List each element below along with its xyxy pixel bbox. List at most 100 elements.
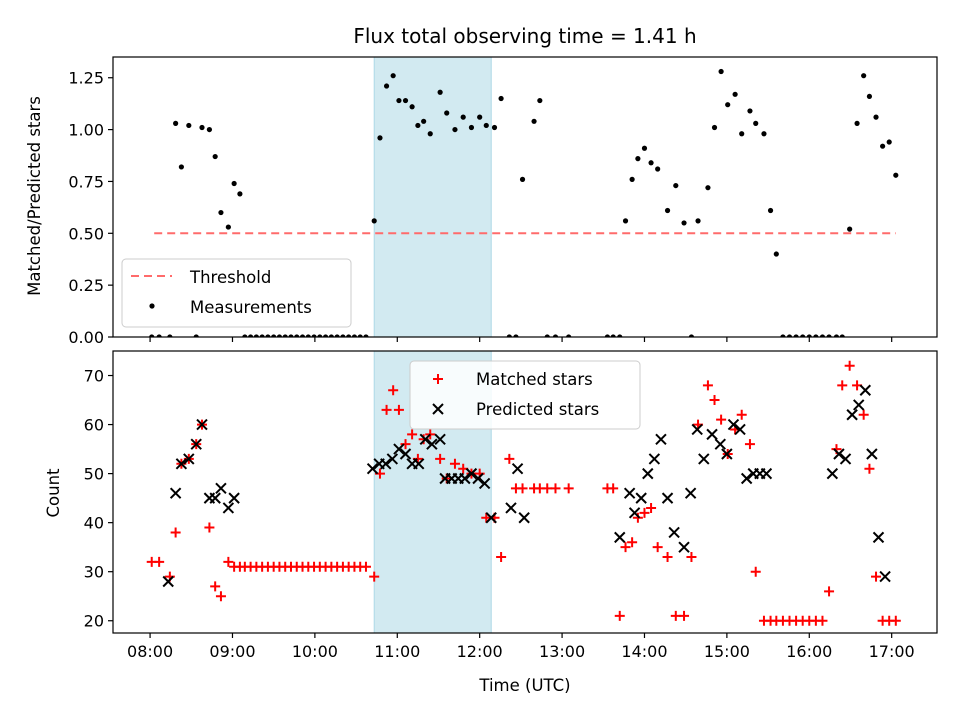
predicted-star-point <box>196 418 208 431</box>
measurement-point <box>328 334 334 337</box>
x-tick-label: 08:00 <box>127 642 173 661</box>
measurement-point <box>173 120 179 126</box>
measurement-point <box>390 73 396 79</box>
measurement-point <box>566 334 572 337</box>
matched-star-point <box>393 404 404 415</box>
x-tick-label: 12:00 <box>457 642 503 661</box>
predicted-star-point <box>760 467 773 480</box>
matched-star-point <box>608 483 619 494</box>
matched-star-point <box>381 404 392 415</box>
predicted-star-point <box>839 453 852 465</box>
predicted-star-point <box>706 428 718 441</box>
top-highlight-span <box>373 56 492 338</box>
measurement-point <box>396 97 402 104</box>
matched-star-point <box>620 542 631 553</box>
measurement-point <box>813 334 819 337</box>
x-tick-label: 17:00 <box>869 642 915 661</box>
legend-threshold-label: Threshold <box>189 268 271 287</box>
predicted-star-point <box>648 453 661 465</box>
predicted-star-point <box>684 487 697 499</box>
matched-star-point <box>170 527 181 538</box>
legend-predicted-label: Predicted stars <box>476 400 599 419</box>
bottom-data <box>146 360 901 626</box>
measurement-point <box>468 124 475 131</box>
legend-matched-swatch <box>433 374 443 384</box>
measurement-point <box>513 334 519 337</box>
measurement-point <box>773 251 779 257</box>
matched-star-point <box>639 507 650 518</box>
measurement-point <box>299 334 306 337</box>
bottom-y-tick-label: 30 <box>84 563 104 582</box>
matched-star-point <box>824 586 835 597</box>
measurement-point <box>491 124 498 131</box>
measurement-point <box>711 124 718 131</box>
predicted-star-point <box>228 492 240 504</box>
measurement-point <box>377 135 383 141</box>
top-y-tick-label: 0.50 <box>68 224 104 243</box>
measurement-point <box>519 176 526 182</box>
predicted-star-point <box>209 492 221 504</box>
measurement-point <box>718 68 724 75</box>
measurement-point <box>673 182 679 189</box>
matched-star-point <box>550 483 561 494</box>
measurement-point <box>483 122 489 129</box>
legend-measurements-label: Measurements <box>190 298 312 317</box>
predicted-star-point <box>190 438 202 450</box>
measurement-point <box>351 334 358 337</box>
predicted-star-point <box>215 482 227 495</box>
bottom-y-tick-label: 60 <box>84 416 104 435</box>
measurement-point <box>225 224 231 230</box>
measurement-point <box>415 122 421 129</box>
predicted-star-point <box>826 467 839 480</box>
predicted-star-point <box>366 462 379 475</box>
measurement-point <box>322 334 329 337</box>
bottom-y-tick-label: 40 <box>84 514 104 533</box>
measurement-point <box>371 218 377 224</box>
predicted-star-point <box>727 418 740 431</box>
measurement-point <box>363 334 369 337</box>
predicted-star-point <box>419 433 432 445</box>
predicted-star-point <box>399 448 412 460</box>
measurement-point <box>282 334 288 337</box>
measurement-point <box>641 145 648 151</box>
top-panel-y-axis-label: Matched/Predicted stars <box>25 96 44 296</box>
matched-star-point <box>504 453 515 464</box>
predicted-star-point <box>434 433 446 445</box>
measurement-point <box>664 207 671 214</box>
measurement-point <box>681 220 687 226</box>
matched-star-point <box>223 556 234 567</box>
measurement-point <box>826 334 832 337</box>
measurement-point <box>427 131 433 137</box>
measurement-point <box>552 334 559 337</box>
top-y-tick-label: 1.00 <box>68 121 104 140</box>
measurement-point <box>477 114 483 120</box>
measurement-point <box>311 334 317 337</box>
matched-star-point <box>614 610 625 621</box>
bottom-legend: Matched stars Predicted stars <box>409 360 641 430</box>
measurement-point <box>294 334 300 337</box>
measurement-point <box>271 334 277 337</box>
measurement-point <box>460 114 466 120</box>
top-legend-box <box>121 258 352 328</box>
measurement-point <box>739 131 745 137</box>
predicted-star-point <box>518 512 530 524</box>
measurement-point <box>178 164 184 170</box>
measurement-point <box>655 166 661 172</box>
measurement-point <box>156 334 162 337</box>
matched-star-point <box>864 463 875 474</box>
matched-star-point <box>890 615 901 626</box>
x-tick-label: 10:00 <box>292 642 338 661</box>
measurement-point <box>880 143 886 149</box>
matched-star-point <box>441 473 452 484</box>
measurement-point <box>635 156 641 162</box>
measurement-point <box>498 95 504 102</box>
matched-star-point <box>844 360 855 371</box>
x-axis-label: Time (UTC) <box>478 676 570 695</box>
matched-star-point <box>652 542 663 553</box>
measurement-point <box>253 334 259 337</box>
matched-star-point <box>563 483 574 494</box>
measurement-point <box>334 334 340 337</box>
matched-star-point <box>204 522 215 533</box>
matched-star-point <box>360 561 371 572</box>
